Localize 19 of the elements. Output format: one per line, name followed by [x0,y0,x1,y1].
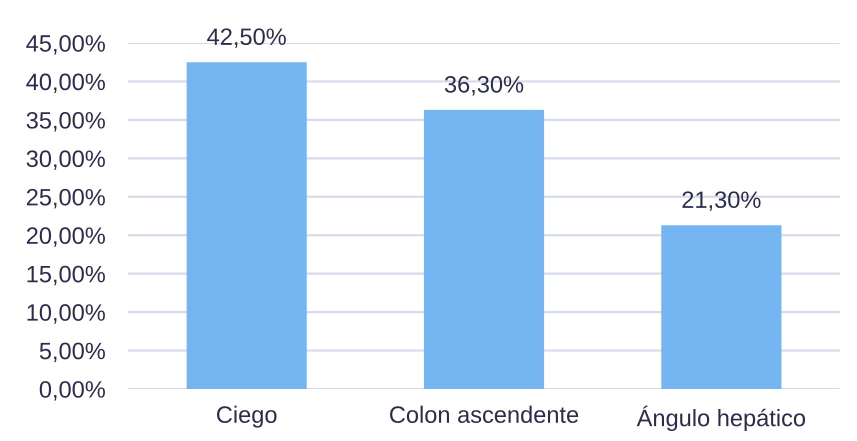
x-tick-label: Colon ascendente [390,406,578,424]
y-tick-label: 15,00% [28,266,105,286]
data-label: 42,50% [207,28,286,48]
bar [186,62,307,389]
y-tick-label: 5,00% [40,342,105,362]
bar [661,225,782,389]
y-tick-label: 45,00% [26,35,105,55]
bar [424,110,544,389]
y-tick-label: 20,00% [26,227,105,247]
y-tick-label: 30,00% [26,150,105,170]
data-label: 21,30% [682,191,761,211]
data-label: 36,30% [444,76,524,96]
x-tick-label: Ciego [217,406,277,428]
y-tick-label: 10,00% [28,304,105,324]
y-tick-label: 35,00% [26,112,105,132]
x-tick-label: Ángulo hepático [636,406,806,432]
y-tick-label: 40,00% [26,74,105,94]
y-tick-label: 25,00% [26,188,105,208]
y-tick-label: 0,00% [40,381,105,401]
